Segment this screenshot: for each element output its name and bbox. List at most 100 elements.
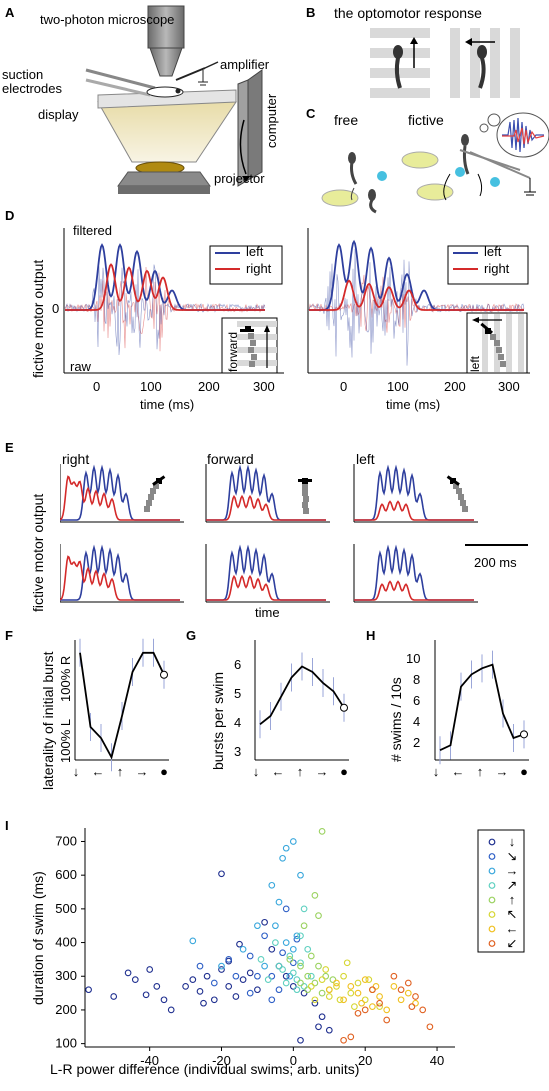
scatter-point bbox=[304, 945, 312, 953]
scatter-point bbox=[239, 945, 247, 953]
legend-swatch bbox=[488, 853, 496, 860]
scatter-point bbox=[297, 962, 304, 970]
scatter-point bbox=[383, 1016, 391, 1024]
e-right-envelope bbox=[60, 475, 180, 521]
electrode-2 bbox=[85, 78, 151, 97]
stationary-point bbox=[520, 730, 528, 739]
scatter-point bbox=[325, 986, 333, 994]
larva bbox=[146, 86, 184, 98]
scatter-point bbox=[289, 983, 297, 990]
scatter-point bbox=[369, 986, 376, 994]
objective-tip bbox=[149, 47, 183, 77]
i-ytick: 100 bbox=[55, 1036, 77, 1051]
e-fish-icon bbox=[298, 478, 312, 514]
legend-arrow: ↖ bbox=[507, 907, 518, 922]
scatter-point bbox=[361, 996, 369, 1004]
direction-arrow: ● bbox=[340, 764, 348, 779]
d-inset-left-fish bbox=[466, 312, 528, 374]
scatter-point bbox=[257, 956, 265, 963]
d-legend-left-1: left bbox=[246, 244, 264, 259]
d-ylabel: fictive motor output bbox=[30, 259, 46, 378]
scatter-point bbox=[318, 976, 326, 983]
scatter-point bbox=[293, 976, 301, 983]
scatter-point bbox=[365, 976, 373, 983]
scatter-point bbox=[264, 976, 272, 983]
scatter-point bbox=[225, 956, 233, 963]
scatter-point bbox=[282, 939, 290, 946]
d-xtick-0a: 0 bbox=[93, 379, 101, 394]
legend-swatch bbox=[488, 896, 496, 904]
scatter-point bbox=[275, 898, 283, 906]
d-inset-forward: forward bbox=[226, 331, 240, 372]
direction-arrow: ↓ bbox=[73, 764, 80, 779]
scatter-point bbox=[254, 972, 261, 980]
scatter-point bbox=[275, 962, 283, 970]
legend-arrow: ↗ bbox=[507, 878, 518, 893]
display-screen bbox=[97, 89, 237, 109]
scatter-point bbox=[289, 945, 297, 953]
d-xtick-200a: 200 bbox=[198, 379, 220, 394]
computer bbox=[247, 69, 263, 181]
direction-arrow: ● bbox=[160, 764, 168, 779]
panel-letter-f: F bbox=[5, 628, 13, 643]
scatter-point bbox=[210, 979, 218, 987]
scatter-point bbox=[322, 972, 330, 980]
scatter-point bbox=[293, 932, 301, 940]
d-traces bbox=[63, 228, 530, 374]
d-legend-right-1: right bbox=[246, 261, 272, 276]
scatter-point bbox=[404, 979, 412, 987]
scatter-point bbox=[254, 922, 261, 930]
scatter-point bbox=[297, 871, 304, 879]
label-computer: computer bbox=[264, 93, 279, 148]
scatter-point bbox=[419, 1006, 427, 1014]
scatter-point bbox=[361, 1006, 369, 1014]
scatter-point bbox=[189, 976, 197, 983]
scatter-point bbox=[254, 986, 261, 994]
scatter-point bbox=[397, 996, 405, 1004]
scatter-point bbox=[404, 989, 412, 997]
scatter-point bbox=[336, 996, 344, 1004]
legend-swatch bbox=[488, 925, 496, 933]
scatter-point bbox=[376, 999, 383, 1007]
scatter-point bbox=[189, 937, 197, 945]
legend-arrow: ↓ bbox=[509, 834, 516, 849]
scatter-point bbox=[218, 870, 225, 878]
scatter-point bbox=[200, 999, 207, 1007]
fgh-line-plots: ↓ ← ↑ → ● ↓ ← ↑ → ● ↓ ← ↑ → ● bbox=[73, 638, 529, 779]
scatter-point bbox=[153, 983, 161, 990]
d-zero-label: 0 bbox=[52, 301, 60, 316]
direction-arrow: ↑ bbox=[477, 764, 484, 779]
scatter-point bbox=[293, 986, 301, 994]
direction-arrow: ↑ bbox=[297, 764, 304, 779]
scatter-point bbox=[343, 959, 351, 967]
i-scatter-plot: 100 200 300 400 500 600 700 -40 -20 0 20 40 ↓↘→↗↑↖←↙ bbox=[55, 828, 525, 1068]
panel-letter-a: A bbox=[5, 5, 15, 20]
label-amplifier: amplifier bbox=[220, 57, 270, 72]
microscope-rig-illustration bbox=[85, 5, 263, 194]
scatter-point bbox=[275, 986, 283, 994]
scatter-point bbox=[110, 993, 118, 1000]
legend-arrow: ↘ bbox=[507, 849, 518, 864]
e-right-envelope bbox=[206, 494, 326, 521]
scatter-point bbox=[297, 959, 304, 967]
d-inset-forward-fish bbox=[221, 317, 278, 374]
legend-swatch bbox=[488, 867, 496, 875]
mean-line bbox=[79, 651, 165, 760]
scatter-point bbox=[340, 1036, 347, 1044]
label-display: display bbox=[38, 107, 79, 122]
scatter-point bbox=[196, 962, 204, 970]
scatter-point bbox=[311, 892, 319, 899]
scatter-point bbox=[307, 983, 315, 990]
d-inset-left: left bbox=[468, 355, 482, 372]
panel-letter-d: D bbox=[5, 208, 15, 223]
d-xlabel-2: time (ms) bbox=[386, 397, 441, 412]
scatter-point bbox=[289, 959, 297, 967]
scatter-point bbox=[340, 996, 347, 1004]
scatter-point bbox=[218, 966, 225, 973]
panel-letter-e: E bbox=[5, 440, 14, 455]
direction-arrow: ← bbox=[272, 764, 285, 779]
scatter-point bbox=[268, 996, 276, 1004]
i-ytick: 400 bbox=[55, 935, 77, 950]
legend-swatch bbox=[488, 882, 496, 889]
scatter-point bbox=[85, 986, 92, 994]
